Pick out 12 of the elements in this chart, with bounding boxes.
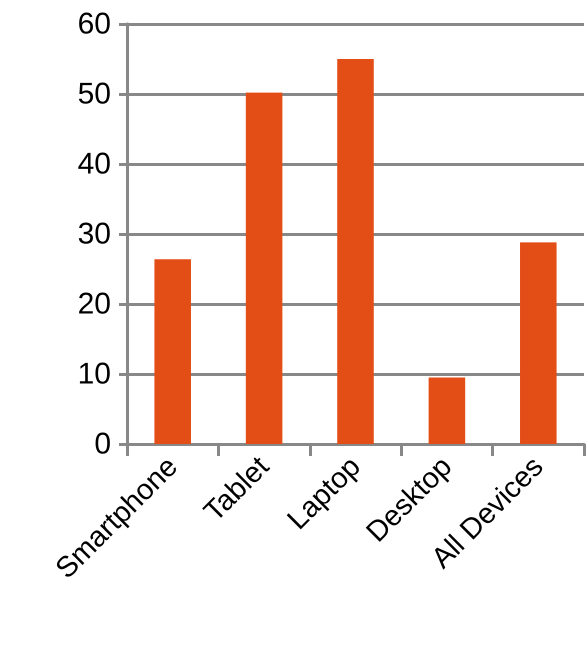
y-tick-label: 30 (78, 218, 111, 250)
bar (154, 259, 191, 444)
bar (246, 92, 282, 444)
y-tick-label: 20 (78, 288, 111, 320)
bar (337, 59, 374, 444)
y-tick-label: 10 (78, 358, 111, 390)
y-tick-label: 40 (78, 148, 111, 180)
y-tick-label: 0 (94, 428, 111, 460)
bar (520, 242, 557, 444)
y-tick-label: 50 (78, 78, 111, 110)
bar (428, 378, 466, 444)
y-tick-label: 60 (78, 8, 111, 40)
